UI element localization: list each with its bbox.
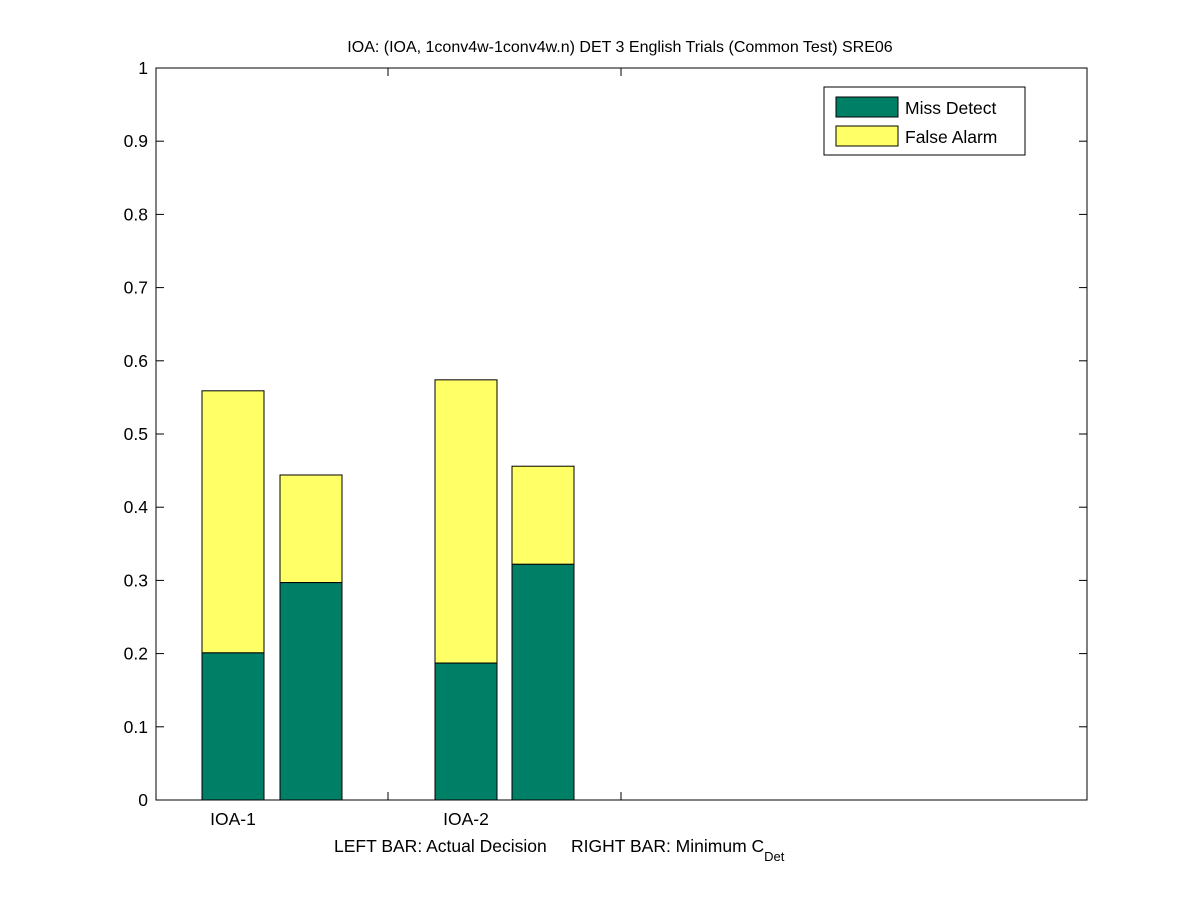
bar-miss-detect (511, 563, 575, 801)
y-tick-label: 0.6 (124, 351, 148, 371)
x-axis-label-subscript: Det (764, 849, 785, 864)
y-tick-label: 0 (138, 790, 148, 810)
legend-label-false-alarm: False Alarm (905, 127, 997, 147)
y-tick-label: 0.3 (124, 570, 148, 590)
legend-label-miss-detect: Miss Detect (905, 98, 997, 118)
bar-false-alarm (511, 465, 575, 565)
y-tick-label: 0.1 (124, 717, 148, 737)
legend-swatch-miss-detect (835, 96, 899, 118)
bar-false-alarm (434, 379, 498, 664)
legend: Miss Detect False Alarm (823, 86, 1026, 156)
chart-title: IOA: (IOA, 1conv4w-1conv4w.n) DET 3 Engl… (347, 39, 892, 56)
y-tick-label: 0.4 (124, 497, 149, 517)
y-tick-label: 0.2 (124, 644, 148, 664)
x-tick-label: IOA-1 (210, 809, 256, 829)
y-tick-label: 0.7 (124, 278, 148, 298)
y-tick-label: 0.5 (124, 424, 148, 444)
x-tick-label: IOA-2 (443, 809, 489, 829)
y-tick-label: 1 (138, 58, 148, 78)
bar-miss-detect (434, 662, 498, 801)
x-axis-label-main: LEFT BAR: Actual Decision RIGHT BAR: Min… (334, 836, 764, 856)
bar-false-alarm (279, 474, 343, 584)
bar-false-alarm (201, 390, 265, 654)
y-tick-label: 0.9 (124, 131, 148, 151)
bar-miss-detect (201, 652, 265, 801)
bar-miss-detect (279, 582, 343, 801)
y-tick-label: 0.8 (124, 204, 148, 224)
x-axis-label: LEFT BAR: Actual Decision RIGHT BAR: Min… (334, 836, 785, 864)
legend-swatch-false-alarm (835, 125, 899, 147)
